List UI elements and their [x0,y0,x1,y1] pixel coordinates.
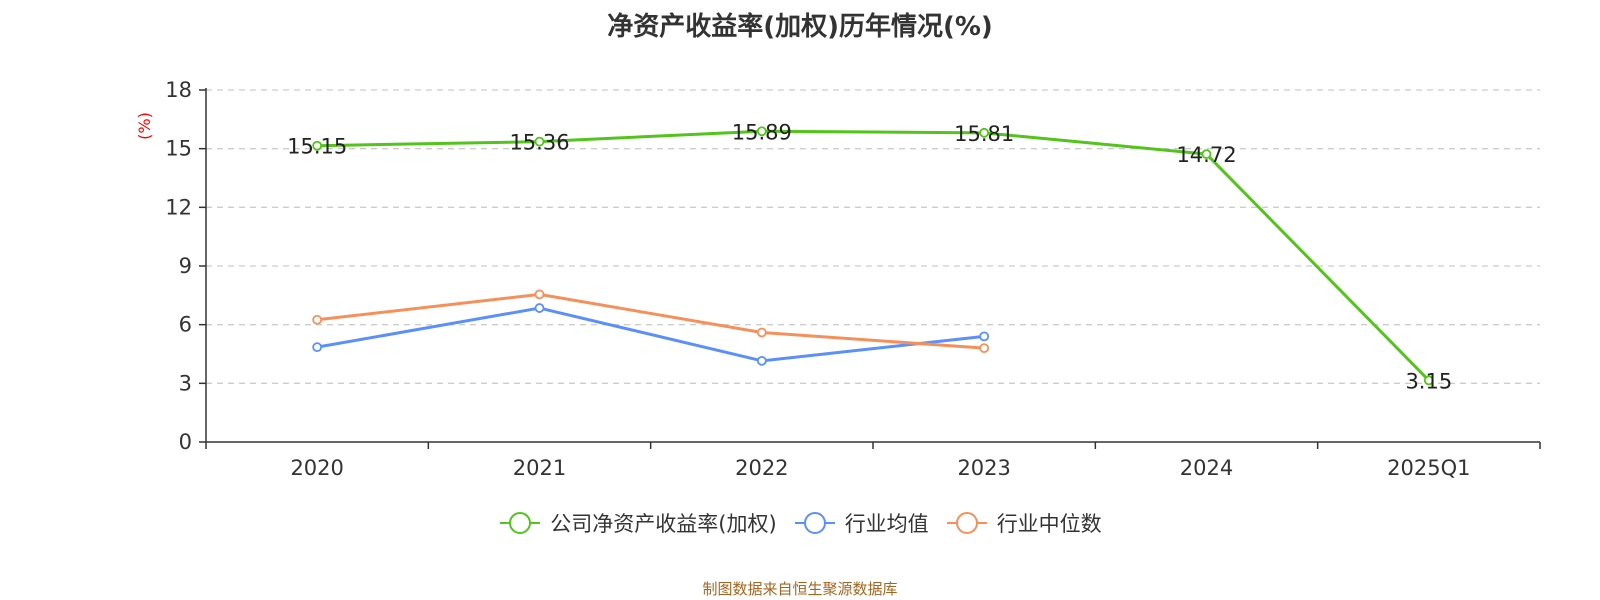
series-line [316,306,985,363]
data-labels: 15.15 15.36 15.89 15.81 14.72 3.15 [287,120,1452,393]
source-note: 制图数据来自恒生聚源数据库 [702,580,898,598]
y-tick-label: 3 [179,371,192,395]
legend-marker-icon [946,512,987,534]
x-tick-label: 2025Q1 [1387,456,1470,480]
legend-item[interactable]: 行业中位数 [945,508,1102,538]
y-tick-label: 6 [179,313,192,337]
data-point [756,327,767,338]
y-tick-label: 12 [165,195,192,219]
data-point [979,331,990,342]
data-point [312,140,323,151]
data-point [979,127,990,138]
data-point [1423,375,1434,386]
x-tick-label: 2022 [735,456,788,480]
y-axis-label: (%) [135,112,154,140]
x-tick-label: 2020 [290,456,343,480]
data-point [312,342,323,353]
series-lines [316,129,1430,382]
data-label: 15.89 [732,120,792,144]
legend-label: 公司净资产收益率(加权) [550,512,777,536]
y-tick-label: 18 [165,78,192,102]
data-point [756,355,767,366]
axes: 0 3 6 9 12 15 18 2020 2021 2022 2023 2024 2025Q1 [165,78,1541,480]
legend-item[interactable]: 公司净资产收益率(加权) [498,508,777,538]
data-label: 14.72 [1176,143,1236,167]
legend: 公司净资产收益率(加权) 行业均值 行业中位数 [0,508,1600,541]
series-line [316,292,985,350]
legend-circle [955,512,978,534]
data-point [534,136,545,147]
series-line [317,129,1430,382]
legend-item[interactable]: 行业均值 [793,508,929,538]
x-tick-label: 2023 [957,456,1010,480]
data-label: 15.15 [287,135,347,159]
chart-title: 净资产收益率(加权)历年情况(%) [607,12,993,42]
y-tick-label: 0 [179,430,192,454]
legend-circle [509,512,532,534]
legend-label: 行业均值 [844,512,929,536]
legend-marker-icon [794,512,835,534]
y-tick-label: 9 [179,254,192,278]
data-label: 15.81 [954,122,1014,146]
legend-label: 行业中位数 [996,512,1102,536]
data-point [534,303,545,313]
data-label: 3.15 [1405,369,1452,393]
legend-marker-icon [500,512,541,534]
data-point [1201,149,1212,160]
data-point [534,289,545,300]
data-label: 15.36 [509,131,569,155]
data-point [979,343,990,354]
y-tick-label: 15 [165,137,192,161]
x-tick-label: 2021 [513,456,566,480]
data-point [756,126,767,137]
legend-circle [803,512,826,534]
x-tick-label: 2024 [1180,456,1233,480]
data-point [312,314,323,325]
data-points [312,126,1434,386]
